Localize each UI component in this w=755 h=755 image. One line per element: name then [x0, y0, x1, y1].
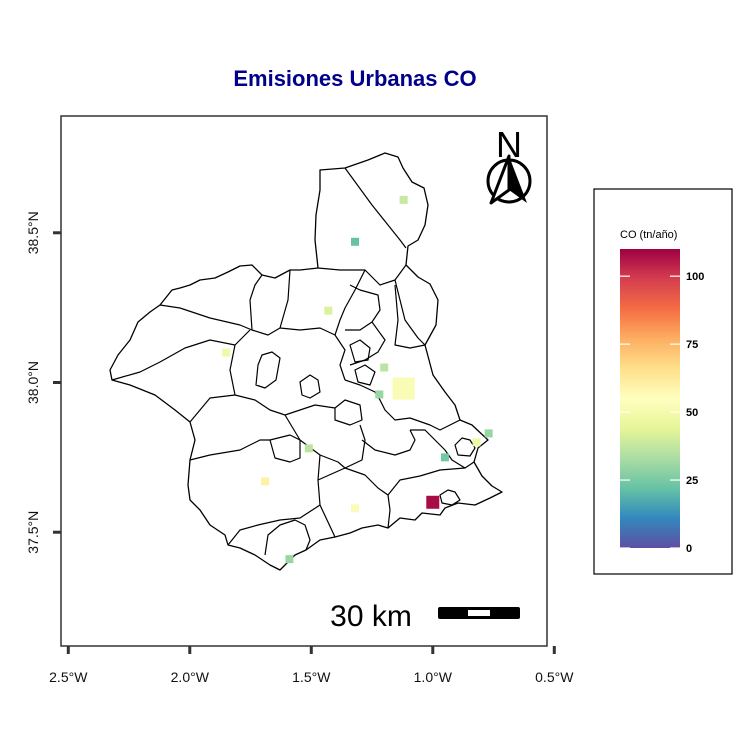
scale-bar-inner: [468, 610, 490, 616]
boundary-coast-1: [454, 437, 476, 457]
boundary-centre-8: [284, 414, 366, 469]
region-outline: [109, 152, 503, 571]
x-tick-label-4: 0.5°W: [535, 669, 574, 685]
boundary-small-2: [354, 364, 376, 386]
scale-bar-label: 30 km: [330, 600, 412, 633]
boundary-centre-5: [344, 379, 461, 431]
boundary-south-7: [361, 429, 416, 456]
emission-cell-4: [380, 363, 389, 372]
boundary-centre-7: [334, 399, 363, 426]
emission-cell-7: [304, 444, 313, 453]
emission-cell-13: [351, 504, 360, 513]
boundary-south-1: [189, 439, 270, 461]
boundary-west-4: [111, 339, 236, 381]
emission-cell-12: [426, 495, 440, 509]
emission-cell-6: [375, 390, 384, 399]
boundary-north: [344, 167, 407, 249]
legend-title: CO (tn/año): [620, 229, 677, 241]
boundary-south-2: [317, 454, 336, 538]
boundary-enclave-1: [255, 351, 281, 389]
emission-layer: [222, 195, 493, 564]
emission-cell-11: [261, 477, 270, 486]
emission-cell-9: [472, 438, 481, 447]
boundary-west-2: [189, 329, 251, 423]
emission-cell-5: [392, 377, 415, 400]
emission-cell-10: [484, 429, 493, 438]
legend-tick-label-3: 75: [686, 339, 698, 351]
boundary-east-2: [394, 284, 426, 349]
x-tick-label-2: 1.5°W: [292, 669, 331, 685]
legend-tick-label-1: 25: [686, 475, 698, 487]
boundary-coast-2: [439, 489, 461, 506]
boundary-centre-9: [269, 434, 301, 463]
boundary-enclave-2: [299, 374, 321, 399]
legend-tick-label-4: 100: [686, 271, 704, 283]
north-arrow-icon: N: [486, 124, 532, 205]
x-tick-label-3: 1.0°W: [414, 669, 453, 685]
boundary-centre-3: [345, 284, 381, 331]
emission-cell-1: [351, 237, 360, 246]
emission-cell-2: [324, 306, 333, 315]
boundary-south-3: [317, 461, 475, 496]
emission-cell-8: [440, 453, 449, 462]
legend-colorbar: [620, 249, 680, 548]
y-axis: 37.5°N 38.0°N 38.5°N: [25, 211, 61, 554]
legend-ticks: 0 25 50 75 100: [620, 271, 704, 555]
y-tick-label-0: 37.5°N: [25, 511, 41, 554]
boundary-west-1: [249, 269, 291, 336]
boundary-centre-2: [334, 269, 366, 336]
map-title: Emisiones Urbanas CO: [233, 66, 477, 91]
boundary-south-4: [387, 494, 391, 529]
boundary-south-8: [410, 429, 466, 469]
boundary-west-3: [159, 304, 253, 331]
y-tick-label-1: 38.0°N: [25, 361, 41, 404]
emission-cell-3: [222, 348, 231, 357]
boundary-east-1: [394, 279, 426, 346]
municipality-boundaries: [111, 167, 476, 556]
legend: CO (tn/año) 0 25 50 75 100: [593, 188, 733, 575]
region-boundaries: [109, 152, 503, 571]
scale-bar: 30 km: [330, 600, 520, 633]
boundary-small-1: [349, 339, 371, 363]
boundary-south-5: [227, 504, 321, 546]
boundary-north-south: [317, 264, 407, 286]
emission-cell-14: [285, 555, 294, 564]
x-tick-label-0: 2.5°W: [49, 669, 88, 685]
boundary-south-6: [264, 519, 311, 556]
y-tick-label-2: 38.5°N: [25, 211, 41, 254]
emission-cell-0: [399, 195, 408, 204]
legend-tick-label-2: 50: [686, 407, 698, 419]
x-tick-label-1: 2.0°W: [171, 669, 210, 685]
x-axis: 2.5°W 2.0°W 1.5°W 1.0°W 0.5°W: [49, 646, 574, 685]
legend-tick-label-0: 0: [686, 543, 692, 555]
